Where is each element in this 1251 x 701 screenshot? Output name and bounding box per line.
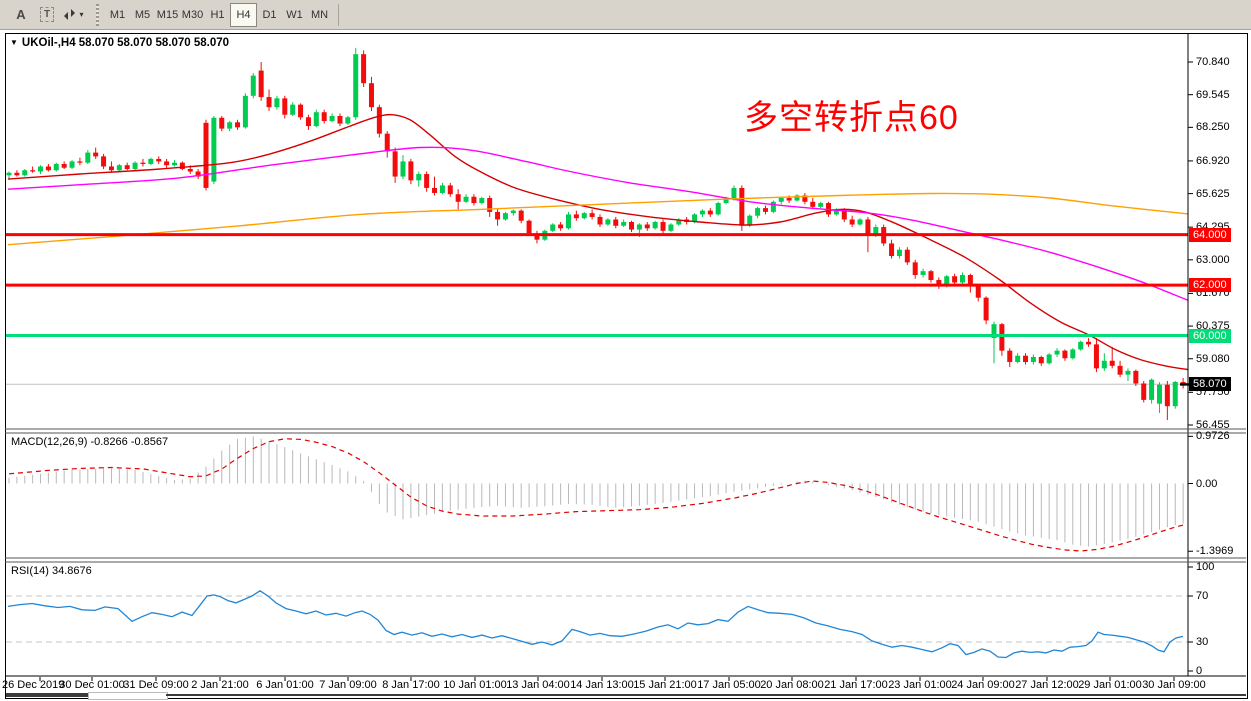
date-axis-label: 30 Dec 01:00	[59, 679, 125, 691]
ma-slow-orange	[7, 192, 1188, 246]
text-label-tool-button[interactable]: A	[16, 7, 26, 22]
toolbar-grip[interactable]	[96, 3, 99, 26]
date-axis-label: 14 Jan 13:00	[570, 679, 634, 691]
macd-label: MACD(12,26,9) -0.8266 -0.8567	[11, 436, 169, 448]
date-axis-label: 17 Jan 05:00	[697, 679, 761, 691]
arrow-objects-tool-button[interactable]: ▾	[61, 3, 85, 27]
date-axis-label: 20 Jan 08:00	[760, 679, 824, 691]
macd-axis-tick: 0.00	[1196, 477, 1218, 490]
scrollbar-thumb[interactable]	[88, 692, 168, 700]
rsi-axis-tick: 30	[1196, 636, 1209, 648]
scrollbar-track-left[interactable]	[6, 693, 88, 697]
price-axis-tick: 70.840	[1196, 56, 1230, 68]
rsi-label: RSI(14) 34.8676	[11, 565, 92, 577]
macd-axis-tick: -1.3969	[1196, 545, 1234, 558]
timeframe-h1-button[interactable]: H1	[210, 8, 225, 21]
dropdown-caret-icon: ▾	[79, 10, 84, 19]
timeframe-group: M1 M5 M15 M30 H1 H4 D1 W1 MN	[105, 2, 332, 27]
symbol-title: ▼ UKOil-,H4 58.070 58.070 58.070 58.070	[10, 37, 229, 49]
price-axis-tick: 66.920	[1196, 154, 1230, 167]
price-level-badge: 64.000	[1189, 227, 1231, 242]
timeframe-m1-button[interactable]: M1	[109, 8, 126, 21]
date-axis-label: 10 Jan 01:00	[443, 679, 507, 691]
date-axis-label: 27 Jan 12:00	[1015, 679, 1079, 691]
date-axis-label: 26 Dec 2019	[2, 679, 65, 691]
date-axis-label: 8 Jan 17:00	[382, 679, 440, 691]
symbol-dropdown-icon[interactable]: ▼	[10, 38, 18, 47]
chart-annotation-text: 多空转折点60	[744, 99, 959, 137]
object-tools-group: A T ▾	[8, 3, 86, 27]
date-axis-label: 31 Dec 09:00	[123, 679, 189, 691]
date-axis-label: 13 Jan 04:00	[506, 679, 570, 691]
price-axis-tick: 69.545	[1196, 88, 1230, 101]
date-axis-label: 21 Jan 17:00	[824, 679, 888, 691]
date-axis-label: 7 Jan 09:00	[319, 679, 377, 691]
timeframe-d1-button[interactable]: D1	[262, 8, 277, 21]
timeframe-mn-button[interactable]: MN	[310, 8, 329, 21]
date-axis-label: 24 Jan 09:00	[951, 679, 1015, 691]
macd-axis-tick: 0.9726	[1196, 430, 1230, 443]
timeframe-w1-button[interactable]: W1	[286, 8, 303, 21]
date-axis-label: 29 Jan 01:00	[1078, 679, 1142, 691]
diagonal-arrows-icon	[64, 9, 76, 20]
symbol-title-text: UKOil-,H4 58.070 58.070 58.070 58.070	[21, 37, 230, 49]
ma-mid-magenta	[7, 146, 1188, 301]
price-axis-tick: 56.455	[1196, 418, 1230, 431]
text-box-icon: T	[39, 7, 55, 22]
price-axis-tick: 68.250	[1196, 121, 1230, 134]
price-axis-tick: 63.000	[1196, 253, 1230, 266]
rsi-axis-tick: 100	[1196, 561, 1215, 573]
timeframe-m15-button[interactable]: M15	[156, 8, 179, 21]
rsi-axis-tick: 0	[1196, 665, 1203, 677]
date-axis-label: 23 Jan 01:00	[888, 679, 952, 691]
price-level-badge: 60.000	[1189, 328, 1231, 343]
text-box-tool-button[interactable]: T	[35, 3, 59, 27]
price-level-badge: 62.000	[1189, 278, 1231, 293]
date-axis-label: 30 Jan 09:00	[1142, 679, 1206, 691]
date-axis-label: 2 Jan 21:00	[191, 679, 249, 691]
timeframe-m30-button[interactable]: M30	[181, 8, 204, 21]
timeframe-h4-button[interactable]: H4	[230, 2, 257, 27]
price-axis-tick: 59.080	[1196, 352, 1230, 365]
toolbar-separator	[338, 3, 339, 26]
ma-fast-red	[7, 113, 1188, 371]
toolbar: A T ▾ M1 M5 M15 M30 H1 H4 D1 W1 MN	[0, 0, 1251, 30]
date-axis-label: 6 Jan 01:00	[256, 679, 314, 691]
date-axis-label: 15 Jan 21:00	[633, 679, 697, 691]
scrollbar-track-right[interactable]	[166, 694, 1246, 696]
timeframe-m5-button[interactable]: M5	[134, 8, 151, 21]
rsi-axis-tick: 70	[1196, 590, 1209, 602]
price-axis-tick: 65.625	[1196, 187, 1230, 200]
current-price-badge: 58.070	[1189, 377, 1231, 392]
